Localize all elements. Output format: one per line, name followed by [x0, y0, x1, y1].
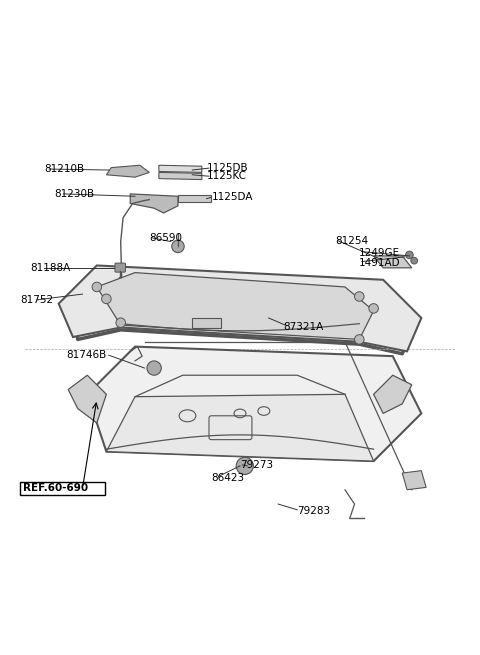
Polygon shape	[107, 394, 373, 461]
Text: 86590: 86590	[149, 233, 182, 243]
Circle shape	[172, 240, 184, 253]
Text: 81254: 81254	[336, 236, 369, 246]
Polygon shape	[97, 272, 373, 339]
Polygon shape	[178, 195, 211, 202]
Circle shape	[355, 335, 364, 345]
Text: 81210B: 81210B	[44, 164, 84, 174]
Text: 1491AD: 1491AD	[360, 257, 401, 268]
Circle shape	[102, 294, 111, 304]
Text: 1125DB: 1125DB	[206, 163, 248, 173]
Polygon shape	[192, 318, 221, 328]
Circle shape	[411, 257, 418, 264]
Text: 81188A: 81188A	[30, 263, 70, 273]
Text: 1125KC: 1125KC	[206, 171, 247, 181]
Text: 1125DA: 1125DA	[211, 192, 253, 202]
Text: 86423: 86423	[211, 473, 244, 483]
Polygon shape	[373, 375, 412, 413]
Circle shape	[355, 291, 364, 301]
Text: 1249GE: 1249GE	[360, 248, 400, 257]
Polygon shape	[130, 194, 178, 213]
Text: 81746B: 81746B	[66, 350, 107, 360]
Circle shape	[369, 304, 378, 313]
Polygon shape	[68, 375, 107, 423]
Polygon shape	[59, 265, 421, 351]
Text: 87321A: 87321A	[283, 322, 323, 331]
Circle shape	[147, 361, 161, 375]
Circle shape	[406, 251, 413, 259]
Text: 81752: 81752	[21, 295, 54, 305]
Text: 79273: 79273	[240, 460, 273, 470]
FancyBboxPatch shape	[115, 263, 125, 272]
Polygon shape	[159, 172, 202, 179]
Text: 79283: 79283	[297, 506, 330, 516]
Polygon shape	[87, 346, 421, 461]
Circle shape	[116, 318, 125, 328]
Polygon shape	[373, 256, 412, 268]
Polygon shape	[159, 165, 202, 172]
Circle shape	[92, 282, 102, 291]
Text: REF.60-690: REF.60-690	[23, 483, 88, 493]
Circle shape	[236, 457, 253, 474]
Polygon shape	[402, 471, 426, 490]
Text: 81230B: 81230B	[54, 189, 94, 199]
Polygon shape	[107, 165, 149, 177]
